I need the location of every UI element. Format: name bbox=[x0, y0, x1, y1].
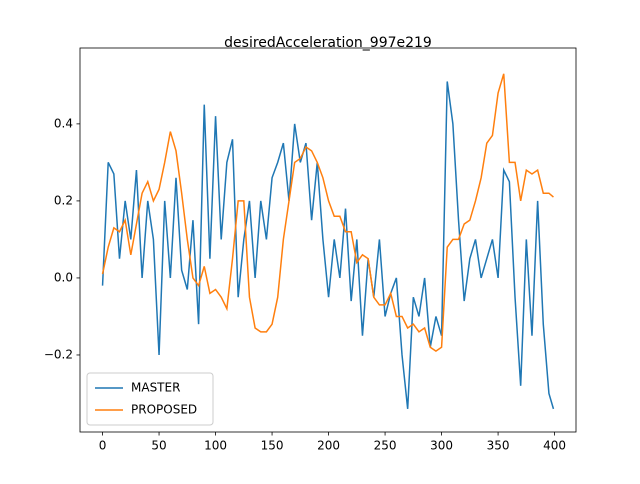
legend-box bbox=[86, 372, 214, 426]
plot-frame bbox=[79, 47, 577, 433]
y-tick-label: 0.2 bbox=[54, 193, 73, 207]
x-tick-label: 0 bbox=[99, 439, 107, 453]
x-tick-label: 150 bbox=[261, 439, 284, 453]
series-line bbox=[101, 73, 554, 353]
x-tick-label: 50 bbox=[151, 439, 166, 453]
x-tick-label: 300 bbox=[430, 439, 453, 453]
x-tick-label: 400 bbox=[543, 439, 566, 453]
y-tick-label: 0.4 bbox=[54, 116, 73, 130]
y-tick-label: −0.2 bbox=[44, 347, 73, 361]
series-line bbox=[101, 81, 555, 410]
x-tick-label: 100 bbox=[204, 439, 227, 453]
x-tick-label: 250 bbox=[374, 439, 397, 453]
legend-label: PROPOSED bbox=[131, 403, 197, 417]
y-tick-label: 0.0 bbox=[54, 270, 73, 284]
chart-title: desiredAcceleration_997e219 bbox=[224, 35, 432, 51]
legend-label: MASTER bbox=[131, 381, 180, 395]
x-tick-label: 350 bbox=[487, 439, 510, 453]
x-tick-label: 200 bbox=[317, 439, 340, 453]
